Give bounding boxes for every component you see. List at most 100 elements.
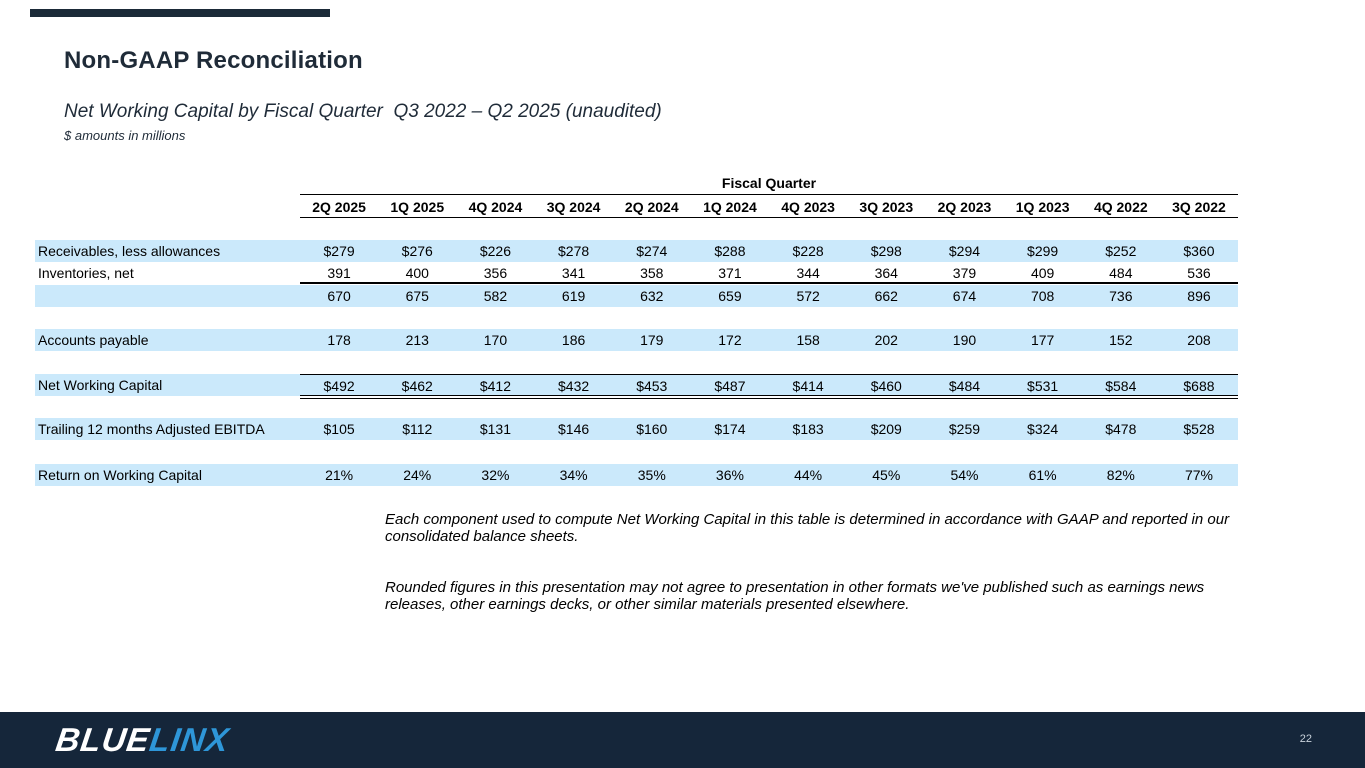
column-header: 2Q 2024 bbox=[624, 199, 679, 215]
value-cell: 582 bbox=[483, 288, 508, 304]
column-header: 2Q 2025 bbox=[312, 199, 366, 215]
page-title: Non-GAAP Reconciliation bbox=[64, 47, 363, 74]
slide-subtitle: Net Working Capital by Fiscal Quarter Q3… bbox=[64, 101, 662, 122]
value-cell: 662 bbox=[874, 288, 898, 304]
column-header: 4Q 2022 bbox=[1093, 199, 1148, 215]
value-cell: 44% bbox=[794, 467, 823, 483]
footnote-gaap: Each component used to compute Net Worki… bbox=[385, 511, 1230, 545]
value-cell: 409 bbox=[1030, 265, 1055, 281]
value-cell: 77% bbox=[1184, 467, 1213, 483]
value-cell: 674 bbox=[952, 288, 977, 304]
value-cell: 179 bbox=[640, 332, 664, 348]
value-cell: 358 bbox=[640, 265, 664, 281]
table-row-inventories: Inventories, net 391 400 356 341 358 371 344 364… bbox=[35, 262, 1238, 284]
value-cell: 213 bbox=[405, 332, 429, 348]
row-label: Net Working Capital bbox=[38, 377, 163, 393]
page-number: 22 bbox=[1299, 733, 1312, 745]
value-cell: $453 bbox=[636, 378, 668, 394]
row-values: $105 $112 $131 $146 $160 $174 $183 $209 $259 $324… bbox=[300, 418, 1238, 440]
value-cell: 619 bbox=[561, 288, 586, 304]
value-cell: $414 bbox=[792, 378, 824, 394]
footer-bar: BLUELINX 22 bbox=[0, 712, 1365, 768]
value-cell: 152 bbox=[1109, 332, 1133, 348]
value-cell: $492 bbox=[323, 378, 355, 394]
value-cell: $274 bbox=[636, 243, 668, 259]
value-cell: $294 bbox=[948, 243, 981, 259]
value-cell: 178 bbox=[327, 332, 351, 348]
row-label: Trailing 12 months Adjusted EBITDA bbox=[38, 421, 265, 437]
value-cell: 675 bbox=[405, 288, 429, 304]
column-header: 1Q 2025 bbox=[390, 199, 445, 215]
value-cell: 371 bbox=[718, 265, 742, 281]
value-cell: 36% bbox=[715, 467, 744, 483]
value-cell: $112 bbox=[402, 421, 433, 437]
value-cell: 82% bbox=[1106, 467, 1135, 483]
value-cell: 356 bbox=[483, 265, 508, 281]
value-cell: $259 bbox=[948, 421, 981, 437]
value-cell: $160 bbox=[636, 421, 668, 437]
row-values: 178 213 170 186 179 172 158 202 190 177 152 208 bbox=[300, 329, 1238, 351]
value-cell: 736 bbox=[1109, 288, 1133, 304]
table-row-current-assets-subtotal: 670 675 582 619 632 659 572 662 674 708 736 896 bbox=[35, 285, 1238, 307]
value-cell: $228 bbox=[792, 243, 824, 259]
value-cell: 45% bbox=[872, 467, 901, 483]
value-cell: 202 bbox=[874, 332, 898, 348]
footnote-rounding: Rounded figures in this presentation may… bbox=[385, 579, 1205, 613]
value-cell: 158 bbox=[796, 332, 820, 348]
column-header: 4Q 2023 bbox=[781, 199, 835, 215]
value-cell: $487 bbox=[714, 378, 746, 394]
value-cell: 34% bbox=[559, 467, 588, 483]
value-cell: $278 bbox=[558, 243, 590, 259]
table-row-net-working-capital: Net Working Capital $492 $462 $412 $432 $453 $… bbox=[35, 374, 1238, 399]
value-cell: $531 bbox=[1027, 378, 1059, 394]
row-values: 391 400 356 341 358 371 344 364 379 409 484 536 bbox=[300, 262, 1238, 284]
value-cell: 391 bbox=[327, 265, 351, 281]
header-rule-bottom bbox=[300, 217, 1238, 218]
units-note: $ amounts in millions bbox=[64, 128, 186, 143]
logo-text-blue: BLUE bbox=[53, 721, 153, 758]
value-cell: $484 bbox=[948, 378, 981, 394]
header-rule-top bbox=[300, 194, 1238, 195]
value-cell: $183 bbox=[792, 421, 824, 437]
value-cell: $276 bbox=[401, 243, 433, 259]
top-accent-bar bbox=[30, 9, 330, 17]
value-cell: $462 bbox=[401, 378, 433, 394]
value-cell: 344 bbox=[796, 265, 820, 281]
value-cell: $432 bbox=[558, 378, 590, 394]
value-cell: $105 bbox=[323, 421, 355, 437]
value-cell: 21% bbox=[325, 467, 354, 483]
value-cell: 172 bbox=[718, 332, 742, 348]
row-values: $492 $462 $412 $432 $453 $487 $414 $460 $484 $531… bbox=[300, 374, 1238, 399]
value-cell: $584 bbox=[1105, 378, 1137, 394]
value-cell: $252 bbox=[1105, 243, 1137, 259]
value-cell: $478 bbox=[1105, 421, 1137, 437]
value-cell: 896 bbox=[1187, 288, 1211, 304]
table-row-accounts-payable: Accounts payable 178 213 170 186 179 172 158 202… bbox=[35, 329, 1238, 351]
column-header: 2Q 2023 bbox=[937, 199, 992, 215]
row-values: $279 $276 $226 $278 $274 $288 $228 $298 $294 $299… bbox=[300, 240, 1238, 262]
row-label: Accounts payable bbox=[38, 332, 149, 348]
value-cell: 54% bbox=[950, 467, 979, 483]
value-cell: 484 bbox=[1109, 265, 1133, 281]
column-header: 1Q 2023 bbox=[1015, 199, 1070, 215]
logo-text-linx: LINX bbox=[147, 721, 232, 758]
column-header: 1Q 2024 bbox=[703, 199, 757, 215]
value-cell: $174 bbox=[714, 421, 746, 437]
value-cell: 186 bbox=[561, 332, 586, 348]
column-header: 3Q 2023 bbox=[859, 199, 914, 215]
value-cell: $279 bbox=[323, 243, 355, 259]
column-header: 3Q 2024 bbox=[546, 199, 601, 215]
row-label: Inventories, net bbox=[38, 265, 134, 281]
value-cell: 572 bbox=[796, 288, 820, 304]
bluelinx-logo: BLUELINX bbox=[53, 721, 231, 759]
value-cell: 24% bbox=[403, 467, 432, 483]
row-label: Receivables, less allowances bbox=[38, 243, 221, 259]
value-cell: 379 bbox=[952, 265, 977, 281]
value-cell: 364 bbox=[874, 265, 898, 281]
value-cell: 61% bbox=[1028, 467, 1057, 483]
table-row-trailing-ebitda: Trailing 12 months Adjusted EBITDA $105 $1… bbox=[35, 418, 1238, 440]
value-cell: 170 bbox=[483, 332, 508, 348]
value-cell: 190 bbox=[952, 332, 977, 348]
value-cell: 670 bbox=[327, 288, 351, 304]
